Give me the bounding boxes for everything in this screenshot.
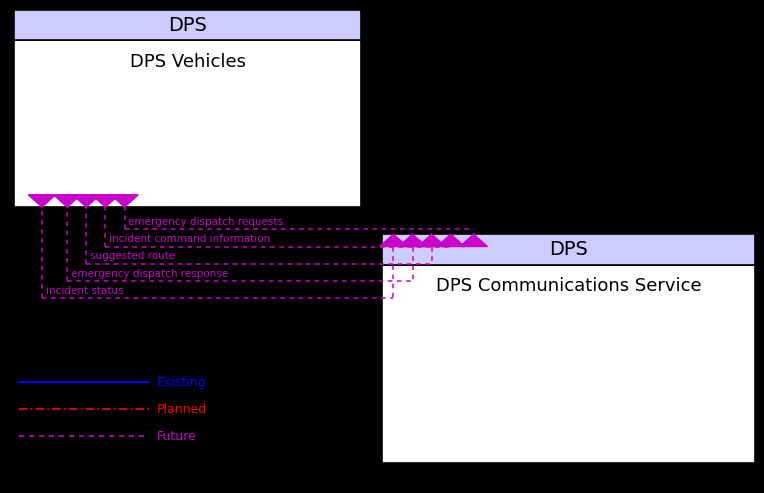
Polygon shape <box>73 195 100 207</box>
Text: DPS: DPS <box>168 16 207 35</box>
Bar <box>14 40 361 207</box>
Bar <box>14 10 361 40</box>
Text: DPS: DPS <box>549 240 588 259</box>
Polygon shape <box>92 195 119 207</box>
Bar <box>382 265 755 463</box>
Bar <box>382 234 755 265</box>
Text: DPS Vehicles: DPS Vehicles <box>130 53 245 71</box>
Text: suggested route: suggested route <box>90 251 176 261</box>
Polygon shape <box>399 234 426 246</box>
Polygon shape <box>460 234 487 246</box>
Text: incident status: incident status <box>46 286 124 296</box>
Polygon shape <box>437 234 465 246</box>
Text: Existing: Existing <box>157 376 206 388</box>
Polygon shape <box>380 234 407 246</box>
Polygon shape <box>28 195 56 207</box>
Polygon shape <box>111 195 138 207</box>
Text: DPS Communications Service: DPS Communications Service <box>435 277 701 295</box>
Text: emergency dispatch response: emergency dispatch response <box>71 269 228 279</box>
Polygon shape <box>53 195 81 207</box>
Text: Planned: Planned <box>157 403 207 416</box>
Text: emergency dispatch requests: emergency dispatch requests <box>128 217 283 227</box>
Polygon shape <box>418 234 445 246</box>
Text: Future: Future <box>157 430 196 443</box>
Text: incident command information: incident command information <box>109 234 270 244</box>
